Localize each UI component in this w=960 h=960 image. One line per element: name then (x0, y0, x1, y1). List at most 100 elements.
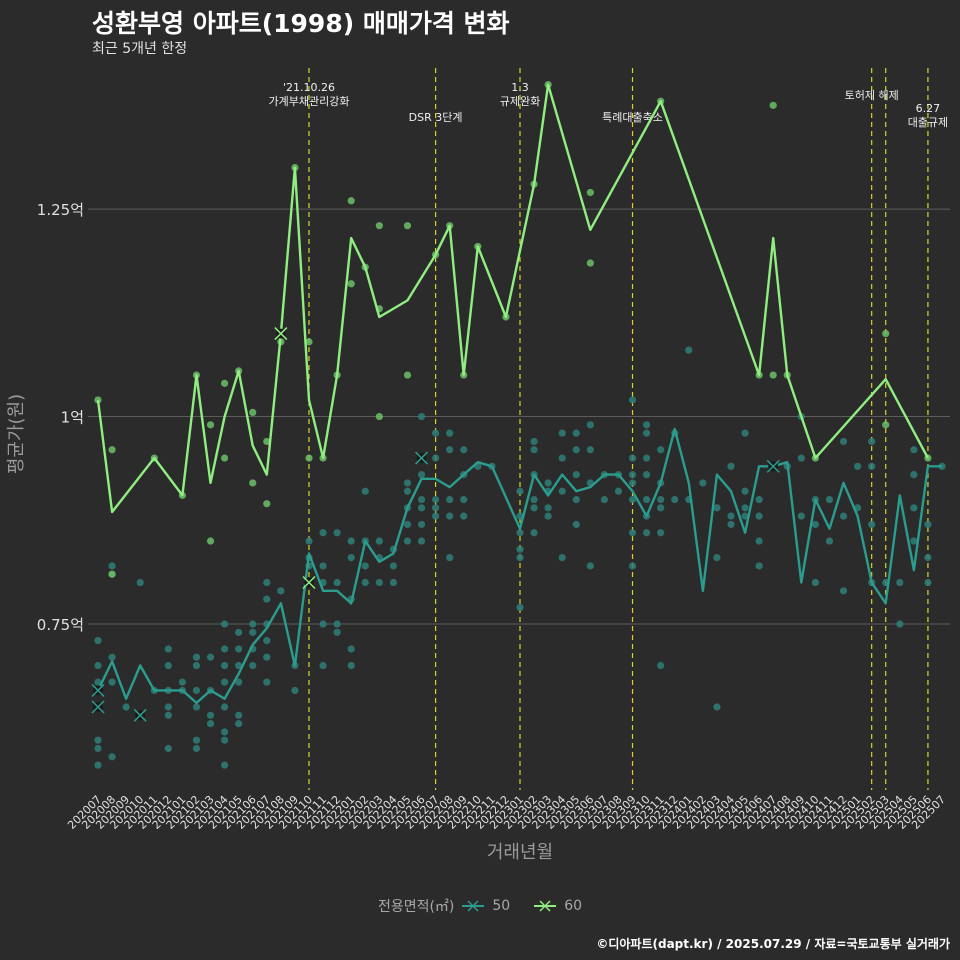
event-label: DSR 3단계 (409, 111, 463, 124)
source-caption: ©디아파트(dapt.kr) / 2025.07.29 / 자료=국토교통부 실… (596, 937, 950, 951)
line-series-50 (96, 427, 942, 705)
point-series-50 (868, 462, 876, 470)
point-series-50 (446, 446, 454, 454)
point-series-50 (417, 471, 426, 479)
point-series-50 (403, 487, 412, 495)
point-series-50 (797, 454, 805, 462)
point-series-50 (530, 529, 538, 537)
point-series-50 (122, 703, 130, 711)
y-tick-label: 0.75억 (37, 616, 84, 634)
y-tick-label: 1.25억 (37, 201, 84, 219)
point-series-50 (94, 736, 102, 744)
point-series-50 (221, 736, 229, 744)
point-series-60 (403, 222, 412, 230)
point-series-60 (305, 338, 313, 346)
point-series-60 (206, 537, 215, 545)
point-series-60 (94, 396, 102, 404)
point-series-50 (235, 661, 243, 670)
point-series-50 (516, 529, 524, 537)
point-series-50 (671, 495, 679, 504)
point-series-50 (544, 512, 552, 520)
point-series-50 (643, 529, 651, 537)
point-series-50 (741, 429, 749, 437)
point-series-50 (586, 421, 594, 429)
point-series-50 (192, 653, 201, 661)
chart-subtitle: 최근 5개년 한정 (92, 41, 188, 57)
point-series-50 (868, 437, 876, 446)
point-series-50 (108, 562, 116, 570)
point-series-50 (460, 512, 468, 520)
point-series-50 (516, 603, 524, 612)
point-series-50 (446, 495, 454, 504)
point-series-50 (206, 711, 215, 719)
point-series-50 (417, 412, 426, 421)
point-series-50 (530, 437, 538, 446)
legend-label-50: 50 (492, 898, 511, 914)
y-axis-title: 평균가(원) (6, 394, 27, 474)
point-series-50 (417, 520, 426, 529)
point-series-50 (643, 429, 651, 437)
point-series-60 (403, 371, 412, 379)
point-series-50 (516, 487, 524, 495)
point-series-50 (263, 578, 271, 587)
point-series-50 (417, 504, 426, 512)
point-series-60 (108, 570, 116, 578)
point-series-50 (446, 429, 454, 437)
point-series-50 (291, 686, 299, 695)
point-series-50 (446, 512, 454, 520)
point-series-50 (657, 446, 665, 454)
point-series-50 (530, 504, 538, 512)
point-series-50 (235, 628, 243, 636)
point-series-50 (572, 520, 580, 529)
point-series-50 (727, 512, 735, 520)
point-series-50 (333, 578, 341, 587)
point-series-50 (347, 554, 355, 562)
point-series-50 (586, 446, 594, 454)
point-series-60 (206, 421, 215, 429)
point-series-50 (108, 678, 116, 686)
point-series-50 (797, 512, 805, 520)
point-series-50 (361, 578, 369, 587)
point-series-50 (811, 520, 820, 529)
event-label: 특례대출축소 (602, 111, 663, 124)
point-series-60 (586, 259, 594, 267)
point-series-50 (221, 645, 229, 653)
point-series-50 (741, 504, 749, 512)
point-series-60 (375, 412, 383, 421)
point-series-50 (657, 529, 665, 537)
point-series-60 (375, 222, 383, 230)
point-series-50 (94, 744, 102, 753)
point-series-50 (164, 711, 172, 719)
point-series-50 (755, 512, 763, 520)
point-series-50 (910, 504, 918, 512)
point-series-50 (628, 495, 637, 504)
point-series-50 (108, 653, 116, 661)
point-series-50 (263, 637, 271, 645)
point-series-50 (910, 537, 918, 545)
point-series-50 (192, 703, 201, 711)
point-series-60 (882, 421, 890, 429)
point-series-50 (839, 587, 848, 595)
point-series-50 (558, 487, 566, 495)
point-series-50 (628, 454, 637, 462)
point-series-50 (249, 661, 257, 670)
point-series-60 (305, 454, 313, 462)
point-series-50 (628, 479, 637, 487)
point-series-60 (249, 479, 257, 487)
point-series-50 (221, 728, 229, 736)
point-series-50 (375, 537, 383, 545)
point-series-50 (263, 678, 271, 686)
point-series-50 (319, 620, 327, 628)
point-series-50 (924, 578, 932, 587)
point-series-50 (235, 711, 243, 719)
point-series-50 (333, 529, 341, 537)
point-series-50 (432, 454, 440, 462)
point-series-50 (741, 512, 749, 520)
point-series-50 (432, 504, 440, 512)
point-series-50 (839, 512, 848, 520)
point-series-50 (206, 720, 215, 728)
point-series-50 (432, 429, 440, 437)
point-series-50 (628, 562, 637, 570)
legend-title: 전용면적(㎡) (377, 899, 455, 915)
point-series-50 (319, 562, 327, 570)
